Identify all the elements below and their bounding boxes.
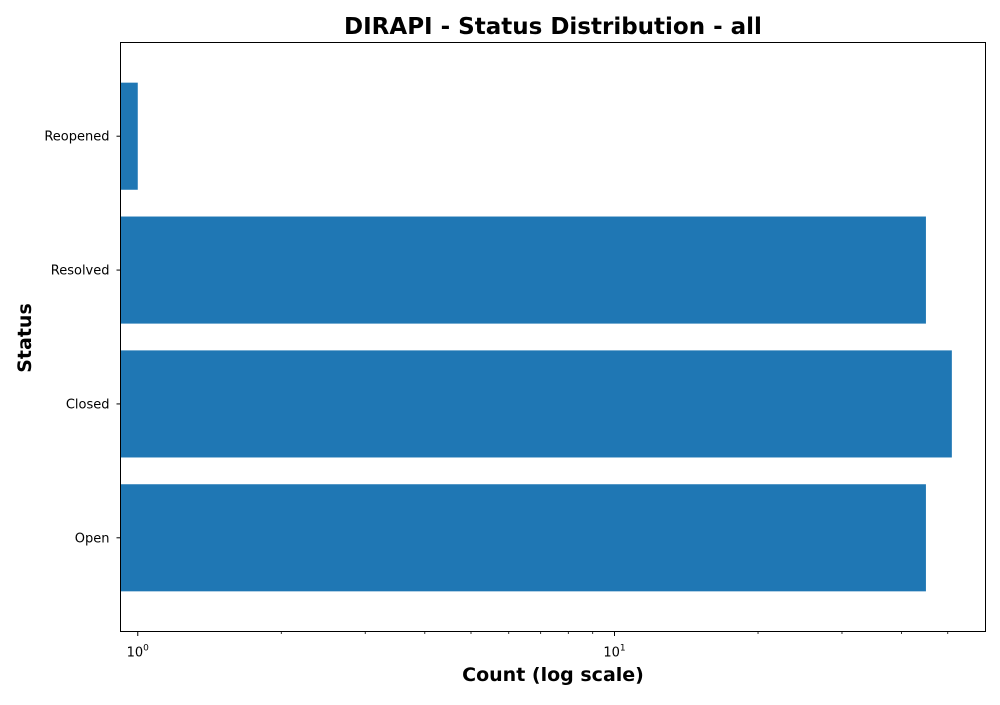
bar-reopened — [120, 82, 138, 190]
y-tick-label: Closed — [66, 397, 110, 412]
bar-open — [120, 484, 926, 592]
x-axis-label: Count (log scale) — [462, 664, 644, 686]
y-tick-label: Reopened — [44, 130, 109, 145]
chart-title: DIRAPI - Status Distribution - all — [344, 14, 762, 40]
y-tick-label: Resolved — [51, 264, 110, 279]
plot-frame — [120, 42, 986, 632]
x-tick-label: 101 — [603, 644, 625, 661]
bar-resolved — [120, 216, 926, 324]
x-tick-label: 100 — [127, 644, 150, 661]
y-tick-label: Open — [75, 531, 110, 546]
ticks-layer: Open Closed Resolved Reopened 100 101 — [44, 130, 949, 661]
bar-closed — [120, 350, 952, 458]
bars-layer — [120, 82, 952, 592]
y-axis-label: Status — [14, 303, 36, 373]
